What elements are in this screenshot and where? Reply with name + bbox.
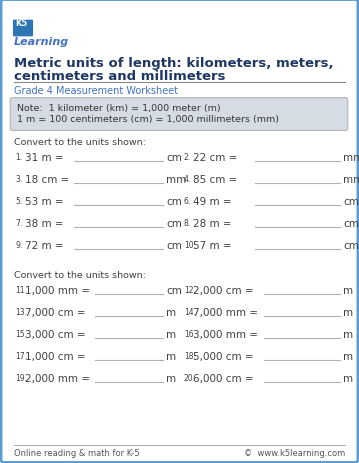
- Text: 1,000 cm =: 1,000 cm =: [25, 351, 86, 361]
- Text: ©  www.k5learning.com: © www.k5learning.com: [244, 448, 345, 457]
- Text: 16.: 16.: [184, 329, 196, 338]
- Text: Convert to the units shown:: Convert to the units shown:: [14, 270, 146, 279]
- Text: 2,000 mm =: 2,000 mm =: [25, 373, 90, 383]
- Text: cm: cm: [166, 219, 182, 229]
- Text: 12.: 12.: [184, 285, 196, 294]
- Text: m: m: [166, 373, 176, 383]
- Text: 20.: 20.: [184, 373, 196, 382]
- Text: 18.: 18.: [184, 351, 196, 360]
- Text: 2.: 2.: [184, 153, 191, 162]
- Text: m: m: [166, 307, 176, 317]
- Text: 7.: 7.: [15, 219, 22, 227]
- Text: 57 m =: 57 m =: [193, 240, 232, 250]
- Text: cm: cm: [343, 219, 359, 229]
- Text: 15.: 15.: [15, 329, 27, 338]
- Text: m: m: [166, 329, 176, 339]
- Text: 7,000 mm =: 7,000 mm =: [193, 307, 258, 317]
- Text: 1.: 1.: [15, 153, 22, 162]
- Text: 53 m =: 53 m =: [25, 197, 64, 206]
- Text: 1 m = 100 centimeters (cm) = 1,000 millimeters (mm): 1 m = 100 centimeters (cm) = 1,000 milli…: [17, 115, 279, 124]
- Text: cm: cm: [166, 153, 182, 163]
- Text: m: m: [343, 373, 353, 383]
- Text: 5.: 5.: [15, 197, 22, 206]
- Text: 38 m =: 38 m =: [25, 219, 64, 229]
- Text: 3,000 mm =: 3,000 mm =: [193, 329, 258, 339]
- Text: 22 cm =: 22 cm =: [193, 153, 237, 163]
- Text: 9.: 9.: [15, 240, 22, 250]
- Text: 2,000 cm =: 2,000 cm =: [193, 285, 253, 295]
- Text: m: m: [166, 351, 176, 361]
- Text: 72 m =: 72 m =: [25, 240, 64, 250]
- Text: 11.: 11.: [15, 285, 27, 294]
- Text: cm: cm: [166, 285, 182, 295]
- Text: K5: K5: [15, 19, 27, 28]
- Text: m: m: [343, 329, 353, 339]
- Text: Learning: Learning: [14, 37, 69, 47]
- Text: 17.: 17.: [15, 351, 27, 360]
- Text: cm: cm: [166, 240, 182, 250]
- Text: 31 m =: 31 m =: [25, 153, 64, 163]
- Text: mm: mm: [343, 175, 359, 185]
- Text: m: m: [343, 285, 353, 295]
- Text: 5,000 cm =: 5,000 cm =: [193, 351, 253, 361]
- Text: 85 cm =: 85 cm =: [193, 175, 237, 185]
- Text: 28 m =: 28 m =: [193, 219, 232, 229]
- Text: Online reading & math for K-5: Online reading & math for K-5: [14, 448, 140, 457]
- Text: Convert to the units shown:: Convert to the units shown:: [14, 138, 146, 147]
- Text: Grade 4 Measurement Worksheet: Grade 4 Measurement Worksheet: [14, 86, 178, 96]
- Text: Note:  1 kilometer (km) = 1,000 meter (m): Note: 1 kilometer (km) = 1,000 meter (m): [17, 104, 221, 113]
- Text: 3.: 3.: [15, 175, 22, 184]
- Text: 6.: 6.: [184, 197, 191, 206]
- Text: cm: cm: [166, 197, 182, 206]
- Text: 4.: 4.: [184, 175, 191, 184]
- Text: 19.: 19.: [15, 373, 27, 382]
- Text: 1,000 mm =: 1,000 mm =: [25, 285, 90, 295]
- Text: 6,000 cm =: 6,000 cm =: [193, 373, 253, 383]
- Text: m: m: [343, 307, 353, 317]
- Text: 49 m =: 49 m =: [193, 197, 232, 206]
- Text: 14.: 14.: [184, 307, 196, 316]
- Text: 13.: 13.: [15, 307, 27, 316]
- Text: 10.: 10.: [184, 240, 196, 250]
- Text: 8.: 8.: [184, 219, 191, 227]
- Text: centimeters and millimeters: centimeters and millimeters: [14, 70, 225, 83]
- Text: Metric units of length: kilometers, meters,: Metric units of length: kilometers, mete…: [14, 57, 334, 70]
- Text: 3,000 cm =: 3,000 cm =: [25, 329, 86, 339]
- Text: cm: cm: [343, 197, 359, 206]
- Text: 7,000 cm =: 7,000 cm =: [25, 307, 86, 317]
- Text: cm: cm: [343, 240, 359, 250]
- Text: m: m: [343, 351, 353, 361]
- Text: mm: mm: [343, 153, 359, 163]
- Text: mm: mm: [166, 175, 186, 185]
- Text: 18 cm =: 18 cm =: [25, 175, 69, 185]
